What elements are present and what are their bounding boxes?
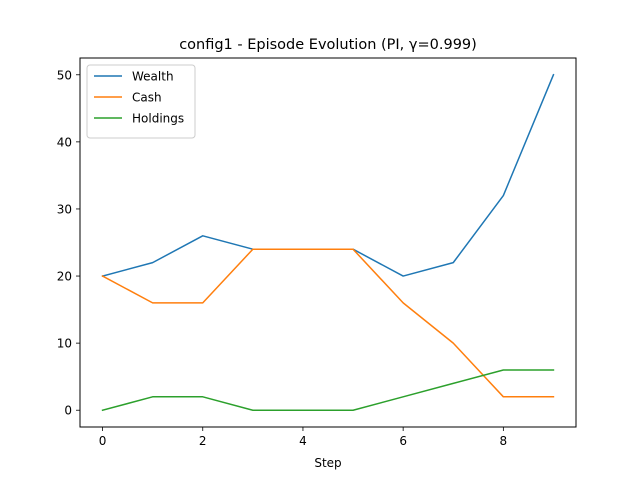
x-axis: 0 2 4 6 8 <box>99 427 507 448</box>
series-line-holdings <box>101 369 555 412</box>
series-layer <box>101 73 555 412</box>
x-tick-label: 8 <box>500 434 508 448</box>
legend-label-cash: Cash <box>132 91 162 105</box>
series-line-cash <box>101 248 555 398</box>
legend-box <box>86 64 196 139</box>
y-axis: 0 10 20 30 40 50 <box>57 68 80 418</box>
y-tick-label: 0 <box>64 404 72 418</box>
y-tick-label: 10 <box>57 337 72 351</box>
x-tick-label: 0 <box>99 434 107 448</box>
y-tick-label: 20 <box>57 270 72 284</box>
x-axis-label: Step <box>314 456 341 470</box>
y-tick-label: 40 <box>57 135 72 149</box>
y-tick-label: 50 <box>57 68 72 82</box>
x-tick-label: 2 <box>199 434 207 448</box>
plot-area-frame <box>79 57 577 428</box>
legend: Wealth Cash Holdings <box>86 64 196 139</box>
legend-label-holdings: Holdings <box>132 112 184 126</box>
legend-label-wealth: Wealth <box>132 70 174 84</box>
chart-title: config1 - Episode Evolution (PI, γ=0.999… <box>179 37 477 53</box>
x-tick-label: 6 <box>399 434 407 448</box>
x-tick-label: 4 <box>299 434 307 448</box>
y-tick-label: 30 <box>57 202 72 216</box>
